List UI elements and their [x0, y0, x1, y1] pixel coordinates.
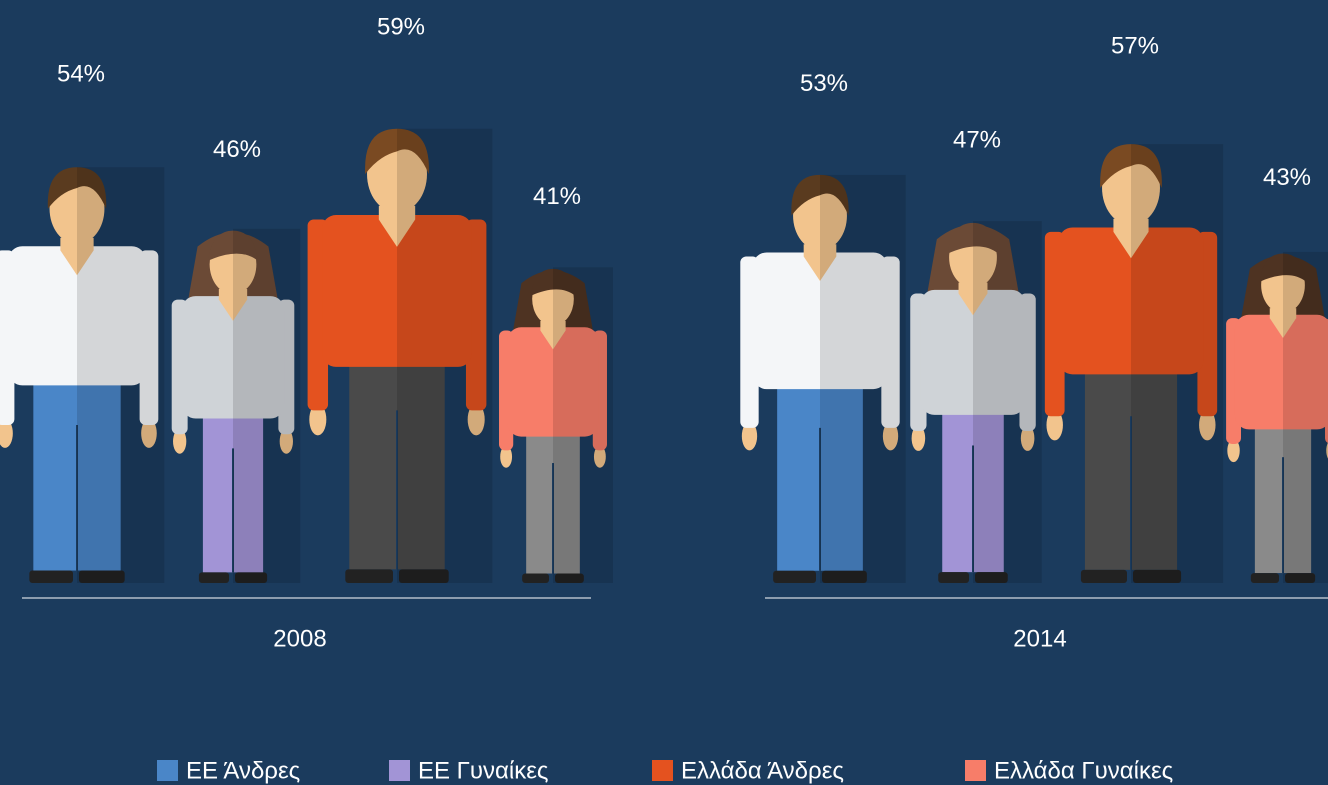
category-label: 2014	[1013, 625, 1066, 652]
hand	[741, 421, 758, 451]
hand	[173, 428, 187, 454]
value-label: 46%	[213, 136, 261, 163]
person-figure	[0, 167, 165, 583]
shirt	[752, 252, 888, 390]
shoe	[1250, 573, 1279, 583]
legend-label: ΕΕ Άνδρες	[186, 757, 300, 784]
value-label: 53%	[800, 70, 848, 97]
person-figure	[1226, 251, 1328, 583]
hand	[309, 403, 327, 436]
hand	[0, 418, 13, 448]
value-label: 54%	[57, 61, 105, 88]
hand	[1046, 409, 1063, 441]
person-figure	[307, 128, 493, 583]
shoe	[822, 570, 867, 583]
fringe	[530, 268, 576, 296]
neck	[1113, 218, 1149, 259]
fringe	[1259, 253, 1307, 282]
shade	[973, 221, 1042, 583]
shoe	[29, 570, 73, 583]
hand	[593, 445, 606, 468]
shirt	[920, 289, 1026, 415]
value-label: 57%	[1111, 33, 1159, 60]
person-figure	[1044, 144, 1224, 583]
shoe	[345, 569, 393, 583]
hair	[47, 167, 107, 209]
neck	[1269, 308, 1297, 338]
fringe	[947, 222, 999, 254]
neck	[803, 244, 837, 282]
neck	[958, 282, 988, 316]
hair	[791, 174, 849, 216]
shade	[77, 167, 165, 583]
shirt	[1058, 227, 1204, 375]
shoe	[773, 570, 816, 583]
value-label: 43%	[1263, 164, 1311, 191]
shade	[397, 128, 493, 583]
shoe	[555, 573, 584, 583]
shoe	[198, 572, 229, 583]
hand	[1199, 409, 1216, 441]
legend-swatch	[389, 760, 410, 781]
legend-swatch	[157, 760, 178, 781]
neck	[60, 237, 94, 276]
shirt	[322, 215, 472, 367]
legend-swatch	[965, 760, 986, 781]
hand	[279, 428, 293, 454]
shoe	[399, 569, 449, 583]
shirt	[8, 246, 146, 386]
value-label: 59%	[377, 14, 425, 41]
person-figure	[171, 228, 301, 584]
shoe	[938, 572, 969, 583]
legend-label: Ελλάδα Γυναίκες	[994, 757, 1173, 784]
hand	[500, 445, 513, 468]
shoe	[1133, 569, 1182, 583]
shoe	[1285, 573, 1316, 583]
shade	[1131, 144, 1224, 583]
fringe	[208, 230, 258, 261]
shade	[1283, 251, 1328, 583]
value-label: 41%	[533, 183, 581, 210]
shirt	[1234, 314, 1328, 430]
hand	[1227, 438, 1240, 463]
shade	[820, 174, 906, 583]
legend-label: Ελλάδα Άνδρες	[681, 757, 844, 784]
shirt	[181, 296, 285, 419]
hand	[141, 418, 157, 448]
neck	[540, 320, 566, 350]
shade	[553, 267, 613, 583]
neck	[218, 289, 248, 321]
shoe	[975, 572, 1008, 583]
neck	[378, 205, 416, 247]
hand	[1020, 425, 1035, 451]
hair	[365, 128, 429, 175]
shoe	[1080, 569, 1127, 583]
shirt	[507, 327, 599, 437]
shade	[233, 228, 301, 584]
person-figure	[740, 174, 906, 583]
hand	[882, 421, 899, 451]
shoe	[235, 572, 268, 583]
person-figure	[499, 267, 613, 583]
value-label: 47%	[953, 127, 1001, 154]
shoe	[522, 573, 549, 583]
hand	[911, 425, 926, 451]
category-label: 2008	[273, 625, 326, 652]
hand	[467, 403, 485, 436]
legend-label: ΕΕ Γυναίκες	[418, 757, 549, 784]
hair	[1100, 144, 1162, 188]
person-figure	[910, 221, 1042, 583]
legend-swatch	[652, 760, 673, 781]
shoe	[79, 570, 125, 583]
